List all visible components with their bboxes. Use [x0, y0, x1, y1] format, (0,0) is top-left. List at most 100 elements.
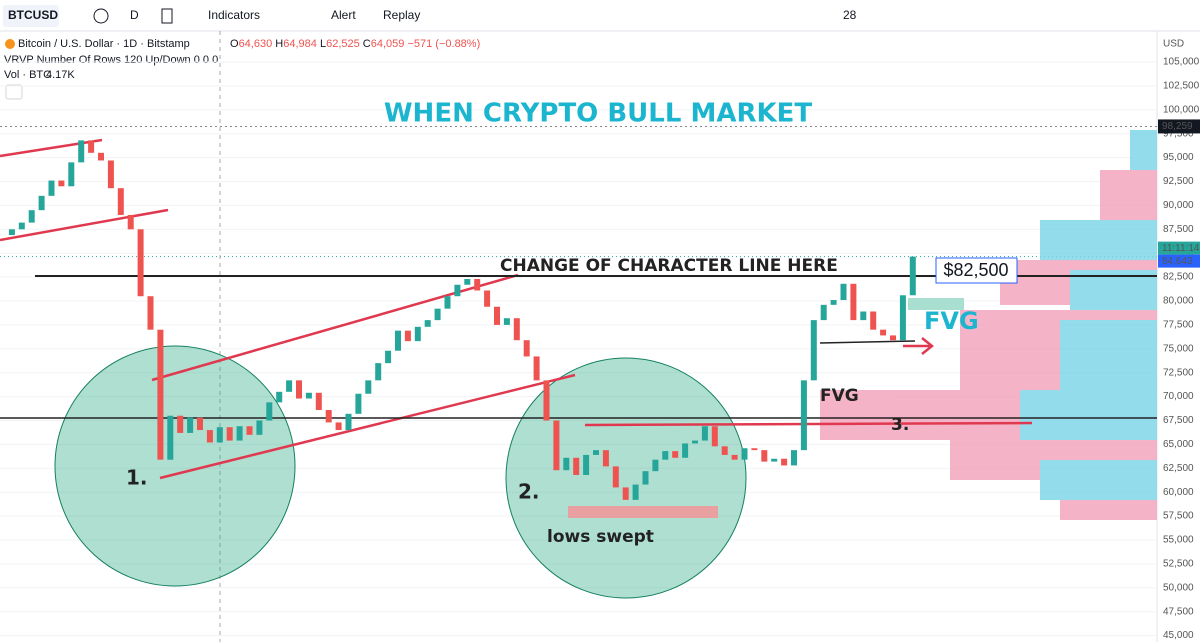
candle — [890, 335, 896, 341]
candle — [454, 284, 461, 297]
candle — [612, 466, 619, 488]
candle — [157, 329, 164, 460]
collapse-button[interactable] — [5, 84, 23, 100]
fvg-label: FVG — [924, 307, 979, 335]
annotation-title: WHEN CRYPTO BULL MARKET — [384, 99, 813, 129]
indicators-button[interactable]: Indicators — [208, 8, 260, 22]
symbol[interactable]: BTCUSD — [8, 8, 58, 22]
price-tick-label: 100,000 — [1163, 104, 1200, 115]
candle — [414, 326, 421, 342]
ohlc-value: 62,525 — [326, 38, 360, 50]
price-tick-label: 97,500 — [1163, 128, 1194, 139]
candle — [365, 380, 372, 394]
step-label: 3. — [891, 415, 909, 435]
last-price-box — [1158, 254, 1200, 268]
price-tick-label: 67,500 — [1163, 415, 1194, 426]
candle — [662, 451, 669, 460]
price-tick-label: 57,500 — [1163, 511, 1194, 522]
candle — [781, 458, 788, 466]
candle — [682, 443, 689, 458]
volume-profile — [820, 130, 1157, 520]
candle — [404, 330, 411, 342]
candle — [107, 160, 114, 189]
candle — [38, 195, 45, 211]
price-tick-label: 65,000 — [1163, 439, 1194, 450]
candle — [335, 422, 342, 431]
candle — [622, 487, 629, 500]
candle — [830, 300, 837, 305]
candle — [395, 330, 401, 351]
chart-type-icon[interactable] — [161, 8, 173, 24]
symbol-box[interactable] — [3, 5, 59, 27]
candle — [58, 180, 65, 187]
candle — [464, 279, 471, 285]
candle — [444, 296, 451, 309]
candle — [642, 471, 649, 485]
candle — [503, 318, 510, 325]
candle — [246, 426, 253, 435]
candle — [543, 380, 550, 421]
price-tick-label: 105,000 — [1163, 57, 1200, 68]
candle — [513, 318, 520, 341]
candle — [563, 457, 570, 471]
alert-button[interactable]: Alert — [331, 8, 356, 22]
price-tick-label: 87,500 — [1163, 224, 1194, 235]
add-icon[interactable] — [93, 8, 109, 24]
vp-bar — [1040, 460, 1157, 500]
candle — [573, 457, 580, 475]
price-tick-label: 95,000 — [1163, 152, 1194, 163]
price-tick-label: 60,000 — [1163, 487, 1194, 498]
price-tick-label: 77,500 — [1163, 320, 1194, 331]
countdown: 11:11:14 — [1162, 243, 1200, 254]
high-marker-label: 98,259 — [1162, 121, 1193, 132]
candle — [325, 409, 332, 423]
price-tick-label: 47,500 — [1163, 606, 1194, 617]
replay-button[interactable]: Replay — [383, 8, 420, 22]
candle — [216, 427, 223, 443]
ohlc-label: C — [363, 38, 371, 50]
candle — [177, 415, 184, 433]
candle — [800, 380, 807, 451]
candle — [18, 222, 25, 230]
price-tick-label: 62,500 — [1163, 463, 1194, 474]
candle — [721, 446, 728, 455]
choch-label: CHANGE OF CHARACTER LINE HERE — [500, 256, 838, 276]
price-tick-label: 92,500 — [1163, 176, 1194, 187]
price-tick-label: 45,000 — [1163, 630, 1194, 641]
last-price-label: 84,643 — [1162, 256, 1193, 267]
high-marker — [1158, 119, 1200, 134]
volume-label: Vol · BTC — [4, 69, 51, 81]
candle — [355, 393, 362, 414]
ohlc-value: 64,059 — [371, 38, 405, 50]
volume-value: 4.17K — [46, 69, 75, 81]
candle — [870, 311, 877, 330]
ohlc-value: 64,984 — [283, 38, 317, 50]
candle — [286, 380, 293, 392]
candle — [28, 210, 35, 223]
candle — [899, 295, 906, 341]
price-tick-label: 75,000 — [1163, 343, 1194, 354]
candle — [147, 296, 154, 330]
interval[interactable]: D — [130, 8, 139, 22]
candle — [276, 391, 283, 403]
candle — [711, 426, 718, 447]
step-label: 1. — [126, 466, 148, 490]
candle — [840, 283, 847, 301]
line-width[interactable]: 28 — [843, 8, 857, 22]
candle — [850, 283, 857, 321]
ohlc-label: O — [230, 38, 239, 50]
symbol-title: Bitcoin / U.S. Dollar · 1D · Bitstamp — [18, 38, 190, 50]
currency[interactable]: USD — [1163, 39, 1184, 50]
candle — [48, 180, 55, 196]
candle — [296, 380, 302, 399]
ohlc-value: 64,630 — [239, 38, 273, 50]
candle — [305, 392, 312, 399]
candle — [593, 450, 599, 455]
candle — [741, 448, 748, 460]
change: −571 (−0.88%) — [407, 38, 480, 50]
candle — [632, 484, 639, 500]
candle — [791, 450, 797, 466]
price-tick-label: 50,000 — [1163, 582, 1194, 593]
candle — [434, 308, 441, 321]
